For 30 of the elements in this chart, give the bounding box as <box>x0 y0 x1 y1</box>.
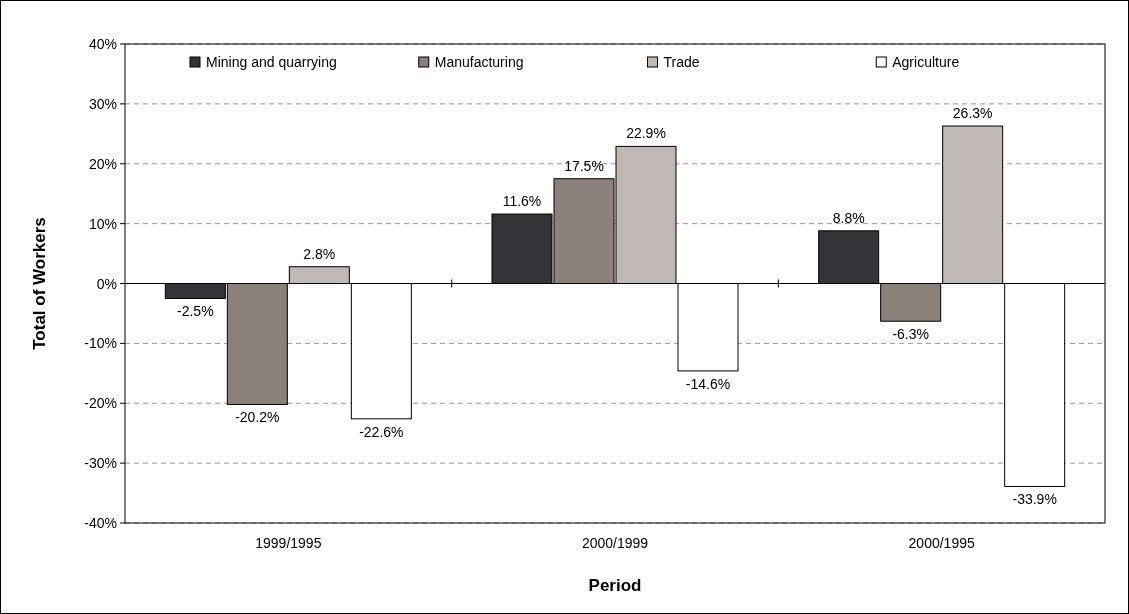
y-tick-label: -10% <box>84 335 117 352</box>
x-tick-label: 2000/1995 <box>908 535 975 551</box>
legend-label: Agriculture <box>892 54 960 70</box>
data-label: 26.3% <box>952 105 993 122</box>
y-tick-label: 0% <box>96 275 117 292</box>
legend-label: Trade <box>663 54 700 70</box>
y-axis-title: Total of Workers <box>30 217 49 350</box>
x-axis-title: Period <box>588 576 642 595</box>
data-label: -20.2% <box>235 409 280 426</box>
y-tick-label: 40% <box>88 36 117 52</box>
y-tick-label: 10% <box>88 215 117 232</box>
data-label: 8.8% <box>832 209 865 226</box>
data-label: -22.6% <box>359 423 404 440</box>
data-label: 2.8% <box>303 245 336 262</box>
data-label: 17.5% <box>564 157 604 174</box>
legend-label: Manufacturing <box>434 54 524 70</box>
data-label: -14.6% <box>685 375 731 392</box>
data-label: 11.6% <box>502 193 542 210</box>
y-tick-label: -40% <box>84 515 117 531</box>
legend-label: Mining and quarrying <box>206 54 337 70</box>
y-tick-label: -20% <box>84 395 117 412</box>
y-tick-label: 20% <box>88 155 117 172</box>
y-tick-label: 30% <box>88 95 117 112</box>
x-tick-label: 1999/1995 <box>255 535 322 551</box>
data-label: -33.9% <box>1012 491 1057 508</box>
y-tick-label: -30% <box>84 455 117 472</box>
x-tick-label: 2000/1999 <box>581 535 649 551</box>
data-label: -2.5% <box>177 303 214 320</box>
data-label: 22.9% <box>626 125 666 142</box>
data-label: -6.3% <box>892 326 929 343</box>
